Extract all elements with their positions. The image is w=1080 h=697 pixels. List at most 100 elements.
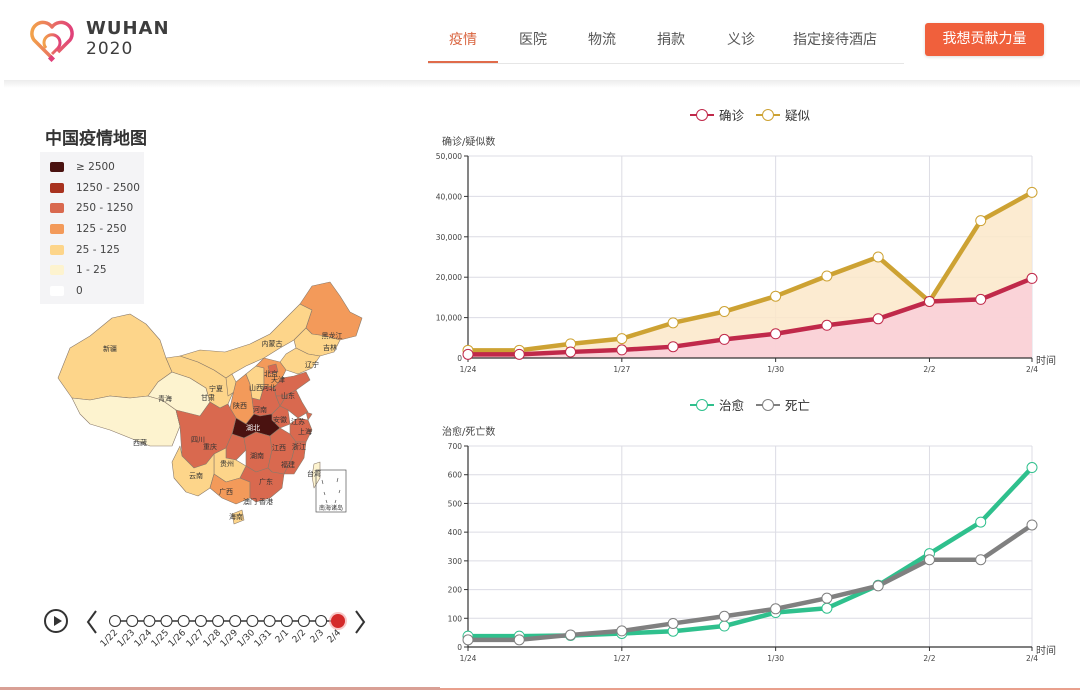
legend-cured[interactable]: 治愈 xyxy=(690,395,744,414)
svg-text:20,000: 20,000 xyxy=(436,273,462,282)
svg-text:香港: 香港 xyxy=(259,497,273,506)
cured-dead-chart[interactable]: 0 100 200 300 400 500 600 700 1/24 1/27 1/30 2/2 2/4 xyxy=(420,435,1060,670)
map-legend: ≥ 2500 1250 - 2500 250 - 1250 125 - 250 … xyxy=(40,152,144,304)
svg-text:600: 600 xyxy=(448,471,463,480)
svg-text:青海: 青海 xyxy=(158,394,172,403)
legend-dead[interactable]: 死亡 xyxy=(756,395,810,414)
svg-text:1/22: 1/22 xyxy=(99,628,120,649)
legend-item[interactable]: 0 xyxy=(50,281,144,302)
svg-text:重庆: 重庆 xyxy=(203,442,217,451)
map-title: 中国疫情地图 xyxy=(45,129,147,149)
chart1-x-axis-title: 时间 xyxy=(1036,356,1056,367)
timeline-track[interactable]: 1/22 1/23 1/24 1/25 1/26 1/27 1/28 1/29 … xyxy=(80,605,380,655)
svg-text:1/27: 1/27 xyxy=(613,365,630,374)
svg-text:澳门: 澳门 xyxy=(243,497,257,506)
nav-tab-epidemic[interactable]: 疫情 xyxy=(428,20,498,63)
header: WUHAN 2020 疫情 医院 物流 捐款 义诊 指定接待酒店 我想贡献力量 xyxy=(0,0,1080,80)
legend-label: 1250 - 2500 xyxy=(76,181,140,194)
svg-text:1/27: 1/27 xyxy=(185,628,206,649)
province-beijing xyxy=(267,363,279,375)
svg-text:安徽: 安徽 xyxy=(273,415,287,424)
svg-text:700: 700 xyxy=(448,442,463,451)
legend-item[interactable]: 1250 - 2500 xyxy=(50,178,144,199)
svg-text:50,000: 50,000 xyxy=(436,152,462,161)
legend-suspected[interactable]: 疑似 xyxy=(756,105,810,124)
legend-confirmed[interactable]: 确诊 xyxy=(690,105,744,124)
legend-swatch xyxy=(50,265,64,276)
svg-text:贵州: 贵州 xyxy=(220,459,234,468)
legend-swatch xyxy=(50,162,64,173)
svg-text:山东: 山东 xyxy=(281,391,295,400)
province-fujian xyxy=(283,441,307,475)
legend-label: 死亡 xyxy=(785,398,811,413)
legend-swatch xyxy=(50,244,64,255)
nav-tab-hotels[interactable]: 指定接待酒店 xyxy=(793,32,877,48)
chart2-y-axis-title: 治愈/死亡数 xyxy=(442,427,496,438)
svg-text:广西: 广西 xyxy=(219,487,233,496)
svg-text:1/31: 1/31 xyxy=(253,628,274,649)
svg-text:1/25: 1/25 xyxy=(150,628,171,649)
legend-label: ≥ 2500 xyxy=(76,161,115,174)
legend-marker-icon xyxy=(690,398,714,411)
legend-label: 250 - 1250 xyxy=(76,202,134,215)
svg-text:浙江: 浙江 xyxy=(292,442,306,451)
svg-text:1/24: 1/24 xyxy=(133,628,155,650)
svg-text:40,000: 40,000 xyxy=(436,192,462,201)
next-chevron-icon xyxy=(355,610,366,634)
svg-text:江苏: 江苏 xyxy=(291,417,305,426)
logo-text: WUHAN 2020 xyxy=(86,20,170,58)
legend-item[interactable]: 250 - 1250 xyxy=(50,198,144,219)
province-tibet xyxy=(71,395,181,447)
legend-marker-icon xyxy=(690,108,714,121)
svg-text:1/29: 1/29 xyxy=(219,628,241,650)
nav-tab-hospital[interactable]: 医院 xyxy=(519,32,547,48)
wuhan-heart-logo-icon xyxy=(30,20,74,62)
contribute-button[interactable]: 我想贡献力量 xyxy=(925,23,1044,56)
play-icon[interactable] xyxy=(44,609,68,633)
svg-text:山西: 山西 xyxy=(249,383,263,392)
timeline-current-marker xyxy=(331,614,345,628)
svg-text:300: 300 xyxy=(448,557,463,566)
svg-text:河北: 河北 xyxy=(262,384,276,392)
bottom-divider xyxy=(0,688,1080,690)
south-china-sea-inset xyxy=(315,469,347,513)
legend-item[interactable]: 25 - 125 xyxy=(50,239,144,260)
svg-text:1/23: 1/23 xyxy=(116,628,137,649)
svg-text:吉林: 吉林 xyxy=(323,343,337,352)
svg-text:2/4: 2/4 xyxy=(326,628,344,646)
svg-text:2/3: 2/3 xyxy=(309,628,326,645)
svg-text:宁夏: 宁夏 xyxy=(209,384,223,393)
legend-item[interactable]: ≥ 2500 xyxy=(50,157,144,178)
province-jilin xyxy=(293,327,341,357)
chart1-legend: 确诊 疑似 xyxy=(690,105,822,124)
legend-swatch xyxy=(50,203,64,214)
legend-item[interactable]: 125 - 250 xyxy=(50,219,144,240)
nav-tab-donation[interactable]: 捐款 xyxy=(657,32,685,48)
svg-text:河南: 河南 xyxy=(253,405,267,414)
nav-tab-logistics[interactable]: 物流 xyxy=(588,32,616,48)
legend-label: 疑似 xyxy=(785,108,811,123)
svg-text:0: 0 xyxy=(457,643,462,652)
legend-item[interactable]: 1 - 25 xyxy=(50,260,144,281)
svg-text:内蒙古: 内蒙古 xyxy=(262,339,283,348)
svg-text:台湾: 台湾 xyxy=(307,469,321,478)
date-timeline: 1/22 1/23 1/24 1/25 1/26 1/27 1/28 1/29 … xyxy=(40,605,380,655)
confirmed-suspected-chart[interactable]: 0 10,000 20,000 30,000 40,000 50,000 1/24 1/27 1… xyxy=(420,145,1060,380)
legend-marker-icon xyxy=(756,398,781,411)
chart1-y-axis-title: 确诊/疑似数 xyxy=(442,137,496,148)
nav-tab-clinic[interactable]: 义诊 xyxy=(727,32,755,48)
chart2-legend: 治愈 死亡 xyxy=(690,395,822,414)
svg-text:2/2: 2/2 xyxy=(923,365,935,374)
province-hainan xyxy=(231,509,245,525)
logo-line-1: WUHAN xyxy=(86,18,170,39)
svg-text:福建: 福建 xyxy=(281,460,295,469)
legend-label: 25 - 125 xyxy=(76,243,120,256)
chart2-x-axis-title: 时间 xyxy=(1036,646,1056,657)
svg-text:1/28: 1/28 xyxy=(202,628,224,650)
svg-text:2/1: 2/1 xyxy=(274,628,291,645)
svg-text:海南: 海南 xyxy=(229,512,243,521)
legend-swatch xyxy=(50,224,64,235)
svg-text:2/2: 2/2 xyxy=(923,654,935,663)
province-anhui xyxy=(271,395,291,429)
